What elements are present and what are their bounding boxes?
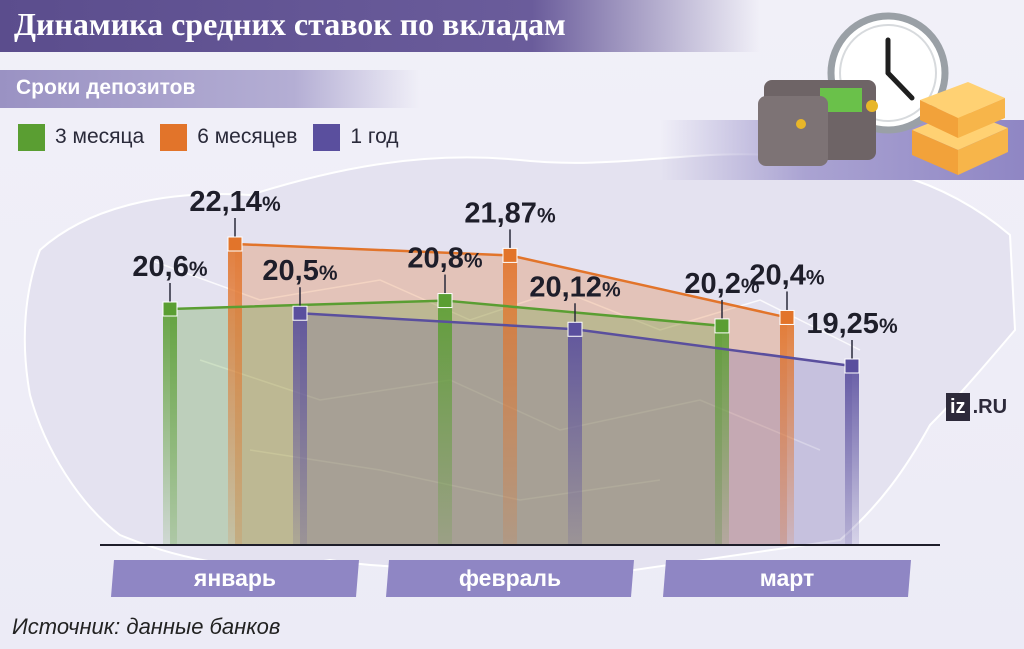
chart-title: Динамика средних ставок по вкладам [14, 6, 566, 42]
bar-1-0 [228, 244, 242, 545]
point-marker-1-2 [779, 309, 795, 325]
bar-0-2 [715, 325, 729, 545]
legend-item-6m: 6 месяцев [160, 123, 298, 151]
category-box-2 [663, 560, 911, 597]
value-label-2-2: 19,25% [806, 308, 898, 340]
value-label-1-0: 22,14% [189, 186, 281, 218]
legend-label-3m: 3 месяца [55, 125, 145, 148]
title-bar [0, 0, 760, 52]
category-label-2: март [760, 565, 815, 591]
point-marker-1-1 [502, 247, 518, 263]
chart-subtitle: Сроки депозитов [16, 76, 196, 99]
bar-1-2 [780, 317, 794, 545]
source-note: Источник: данные банков [12, 614, 281, 639]
value-label-0-1: 20,8% [407, 243, 482, 275]
point-marker-0-2 [714, 318, 730, 334]
legend-swatch-6m [160, 123, 188, 151]
point-marker-2-0 [292, 305, 308, 321]
point-marker-1-0 [227, 236, 243, 252]
point-marker-0-1 [437, 293, 453, 309]
legend-label-1y: 1 год [350, 125, 399, 148]
value-label-1-2: 20,4% [749, 259, 824, 291]
bar-2-1 [568, 329, 582, 545]
legend-swatch-1y [313, 123, 341, 151]
legend-label-6m: 6 месяцев [197, 125, 298, 148]
value-label-1-1: 21,87% [464, 197, 556, 229]
point-marker-0-0 [162, 301, 178, 317]
bar-2-0 [293, 313, 307, 545]
value-label-0-0: 20,6% [132, 251, 207, 283]
point-marker-2-2 [844, 358, 860, 374]
category-box-1 [386, 560, 634, 597]
category-label-0: январь [193, 565, 276, 591]
legend-item-3m: 3 месяца [18, 123, 145, 151]
legend: 3 месяца 6 месяцев 1 год [18, 122, 415, 152]
logo-box: iz [946, 393, 970, 421]
bar-0-0 [163, 309, 177, 545]
point-marker-2-1 [567, 321, 583, 337]
category-label-1: февраль [459, 565, 561, 591]
subtitle-bar [0, 70, 420, 108]
bar-1-1 [503, 255, 517, 545]
map-shape [23, 153, 1017, 577]
logo-domain: .RU [972, 395, 1008, 418]
legend-item-1y: 1 год [313, 123, 399, 151]
category-box-0 [111, 560, 359, 597]
legend-swatch-3m [18, 123, 45, 151]
bar-2-2 [845, 366, 859, 545]
bar-0-1 [438, 300, 452, 545]
iz-logo: iz .RU [946, 392, 1007, 422]
